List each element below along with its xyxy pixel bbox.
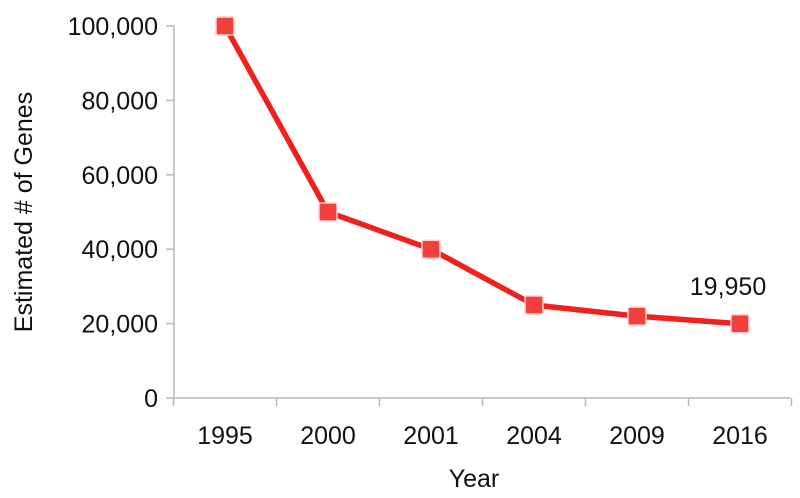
data-label-2016: 19,950 <box>690 273 766 301</box>
y-tick-label: 100,000 <box>68 13 158 41</box>
y-axis: 0 20,000 40,000 60,000 80,000 100,000 <box>68 13 175 413</box>
y-tick-label: 0 <box>144 385 158 413</box>
x-tick-label: 1995 <box>197 422 253 450</box>
data-point <box>627 306 647 326</box>
x-tick-label: 2016 <box>712 422 768 450</box>
annotation-layer: 19,950 <box>690 273 766 301</box>
y-tick-label: 40,000 <box>82 236 158 264</box>
data-point <box>215 16 235 36</box>
data-point <box>318 202 338 222</box>
series-layer <box>215 16 750 334</box>
data-point <box>524 295 544 315</box>
x-axis: 1995 2000 2001 2004 2009 2016 <box>172 397 793 450</box>
data-point <box>730 314 750 334</box>
y-tick-label: 80,000 <box>82 87 158 115</box>
x-tick-label: 2001 <box>403 422 459 450</box>
data-point <box>421 239 441 259</box>
x-tick-label: 2000 <box>300 422 356 450</box>
y-tick-label: 60,000 <box>82 162 158 190</box>
x-axis-title: Year <box>449 465 500 493</box>
series-line <box>222 24 741 327</box>
x-tick-label: 2004 <box>506 422 562 450</box>
y-tick-label: 20,000 <box>82 311 158 339</box>
y-axis-title: Estimated # of Genes <box>10 92 38 332</box>
x-tick-label: 2009 <box>609 422 665 450</box>
